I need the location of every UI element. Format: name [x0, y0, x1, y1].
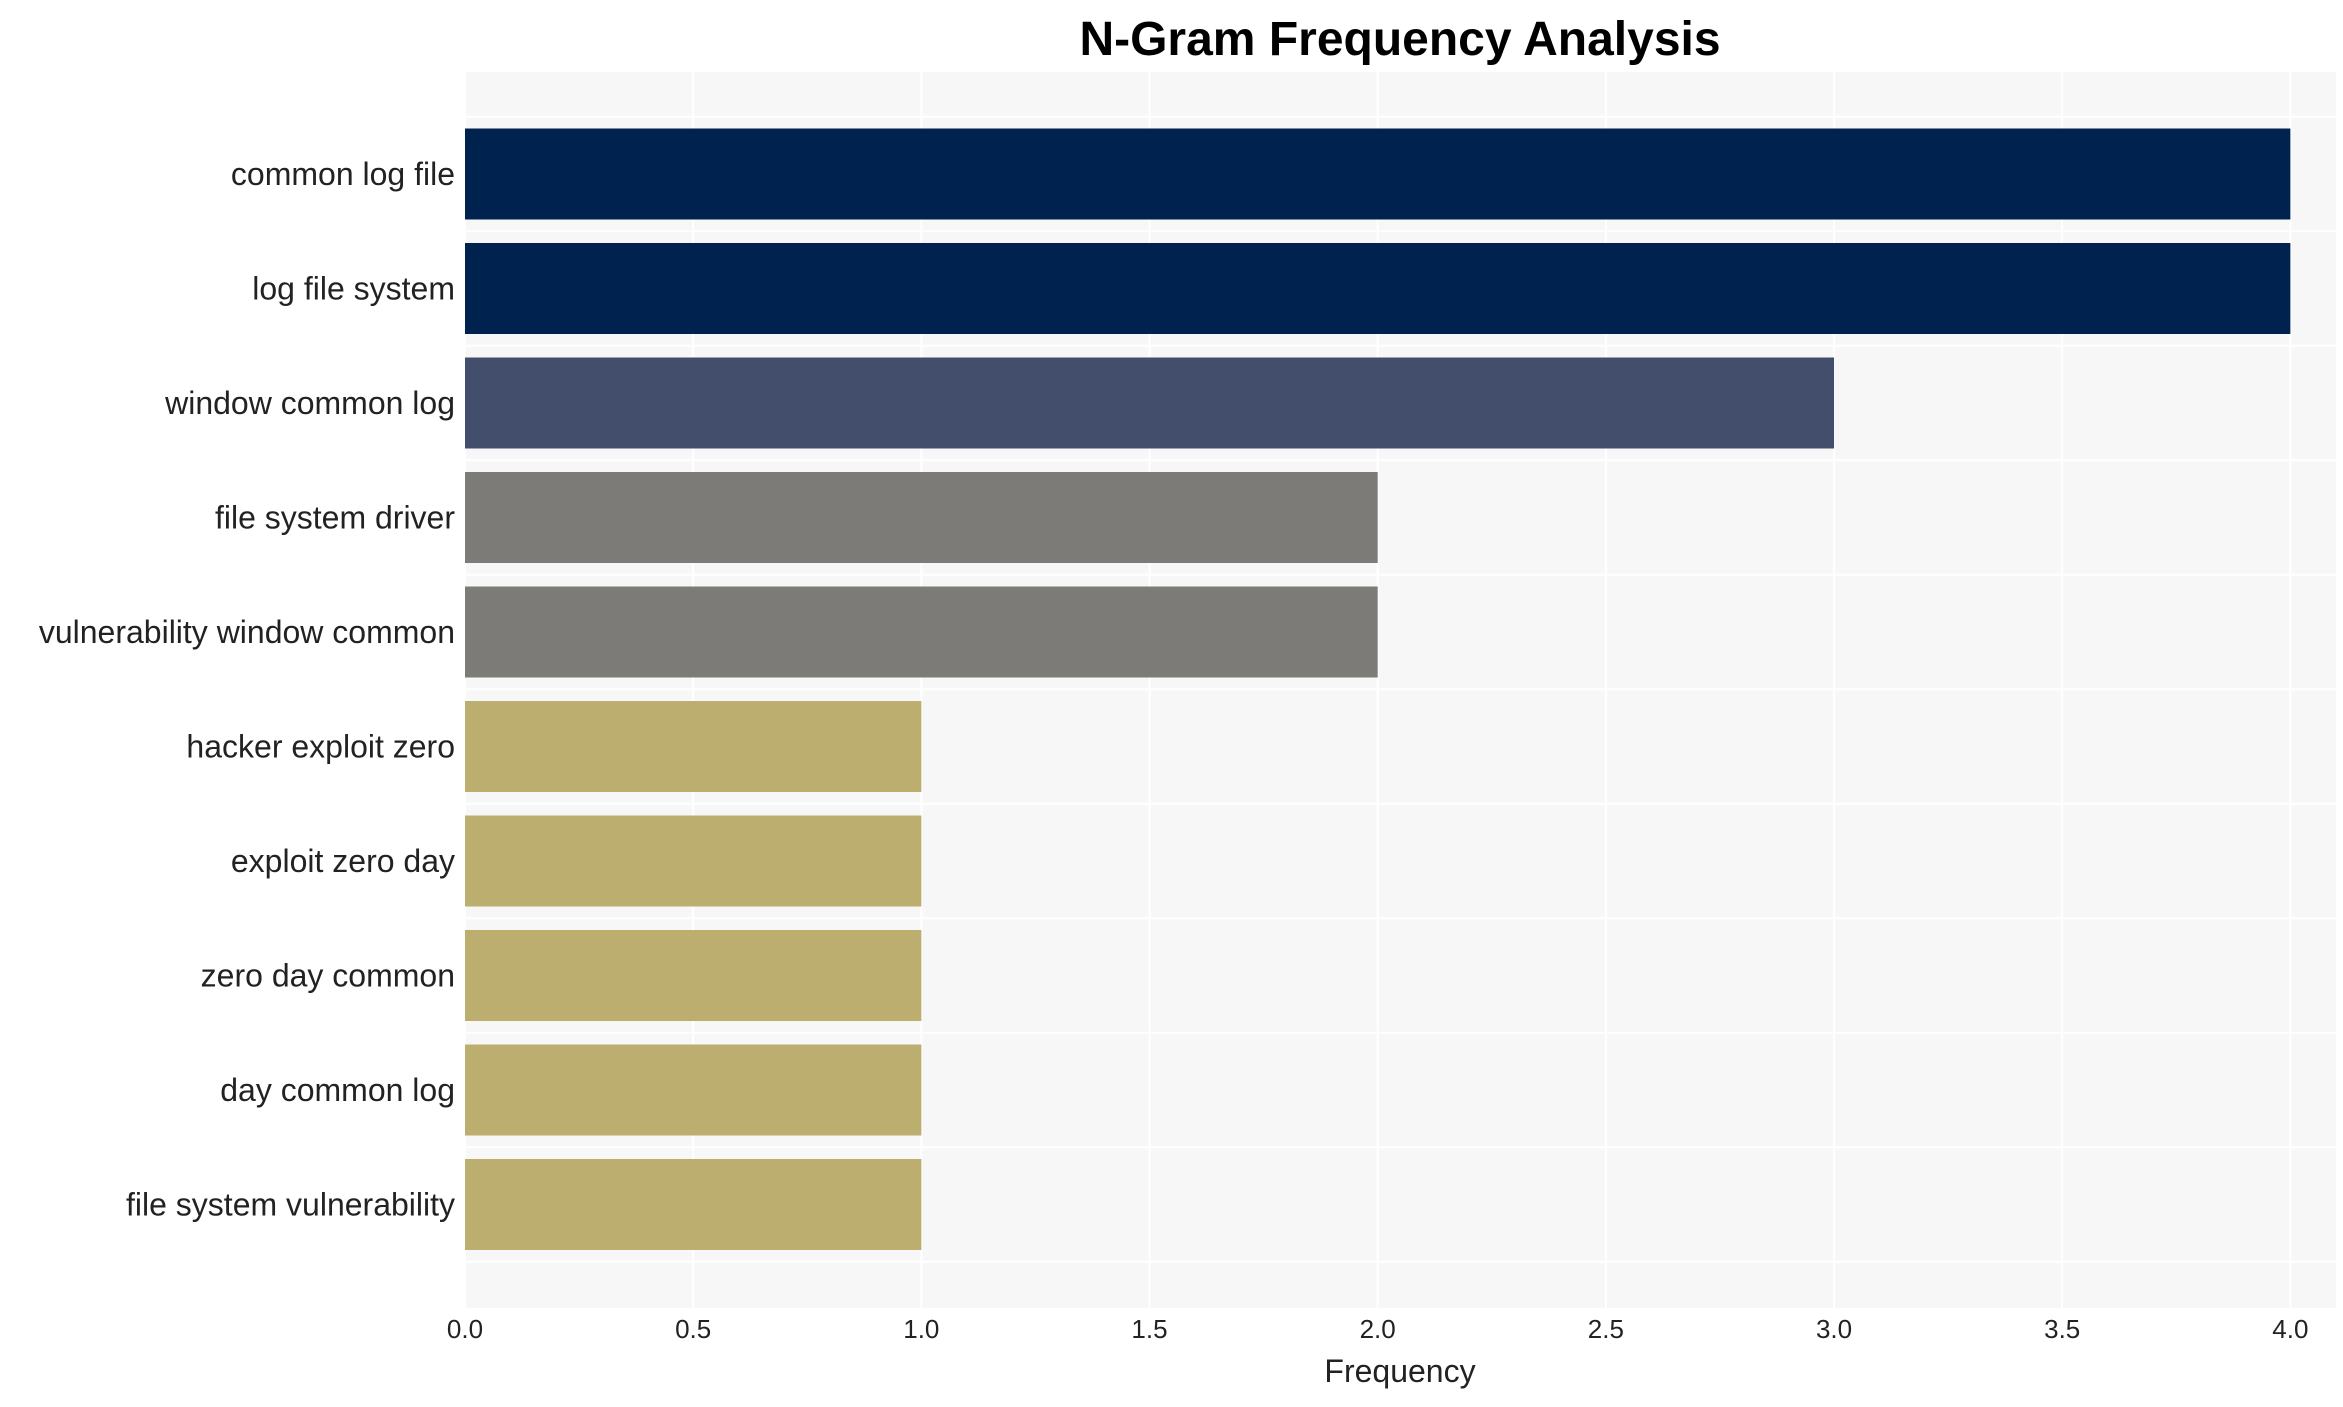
- category-label: log file system: [252, 271, 455, 307]
- bar: [465, 1159, 922, 1250]
- x-tick-label: 2.5: [1588, 1314, 1624, 1344]
- bar: [465, 128, 2291, 220]
- category-label: zero day common: [201, 958, 455, 994]
- bar: [465, 1044, 922, 1136]
- category-label: window common log: [164, 385, 455, 421]
- x-axis-label: Frequency: [1324, 1353, 1475, 1389]
- chart-title: N-Gram Frequency Analysis: [1079, 13, 1720, 66]
- x-tick-label: 3.0: [1816, 1314, 1852, 1344]
- x-tick-labels: 0.0 0.5 1.0 1.5 2.0 2.5 3.0 3.5 4.0: [447, 1314, 2309, 1344]
- category-label: common log file: [231, 156, 455, 192]
- category-label: file system vulnerability: [126, 1187, 455, 1223]
- x-tick-label: 0.0: [447, 1314, 483, 1344]
- x-tick-label: 0.5: [675, 1314, 711, 1344]
- x-tick-label: 3.5: [2044, 1314, 2080, 1344]
- category-label: exploit zero day: [231, 843, 455, 879]
- bar: [465, 586, 1378, 678]
- x-tick-label: 1.0: [903, 1314, 939, 1344]
- bars: [465, 128, 2291, 1250]
- bar: [465, 701, 922, 792]
- bar: [465, 815, 922, 907]
- x-tick-label: 1.5: [1131, 1314, 1167, 1344]
- category-labels: common log file log file system window com…: [39, 156, 456, 1223]
- x-tick-label: 4.0: [2272, 1314, 2308, 1344]
- bar: [465, 243, 2291, 334]
- bar: [465, 357, 1835, 449]
- bar: [465, 930, 922, 1021]
- category-label: vulnerability window common: [39, 614, 455, 650]
- x-tick-label: 2.0: [1360, 1314, 1396, 1344]
- bar: [465, 472, 1378, 563]
- category-label: day common log: [220, 1072, 455, 1108]
- category-label: hacker exploit zero: [186, 729, 455, 765]
- category-label: file system driver: [215, 500, 455, 536]
